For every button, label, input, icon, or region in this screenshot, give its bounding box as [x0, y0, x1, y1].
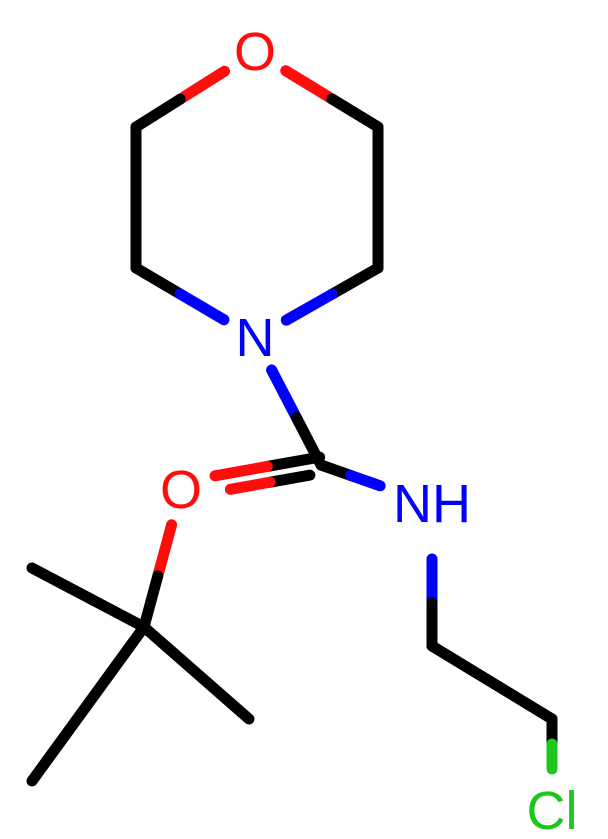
molecule-diagram: O N O NH Cl: [0, 0, 608, 839]
n-label: N: [236, 308, 275, 368]
cl-label: Cl: [527, 781, 578, 839]
o-label: O: [160, 460, 202, 520]
nh-label: NH: [393, 474, 471, 534]
o-label: O: [234, 22, 276, 82]
